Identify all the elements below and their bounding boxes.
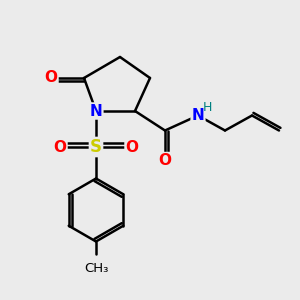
Text: S: S [90,138,102,156]
Text: O: O [158,153,172,168]
Text: N: N [90,103,102,118]
Text: N: N [192,108,204,123]
Text: O: O [44,70,58,86]
Text: CH₃: CH₃ [84,262,108,275]
Text: O: O [125,140,139,154]
Text: H: H [203,100,212,114]
Text: O: O [53,140,67,154]
